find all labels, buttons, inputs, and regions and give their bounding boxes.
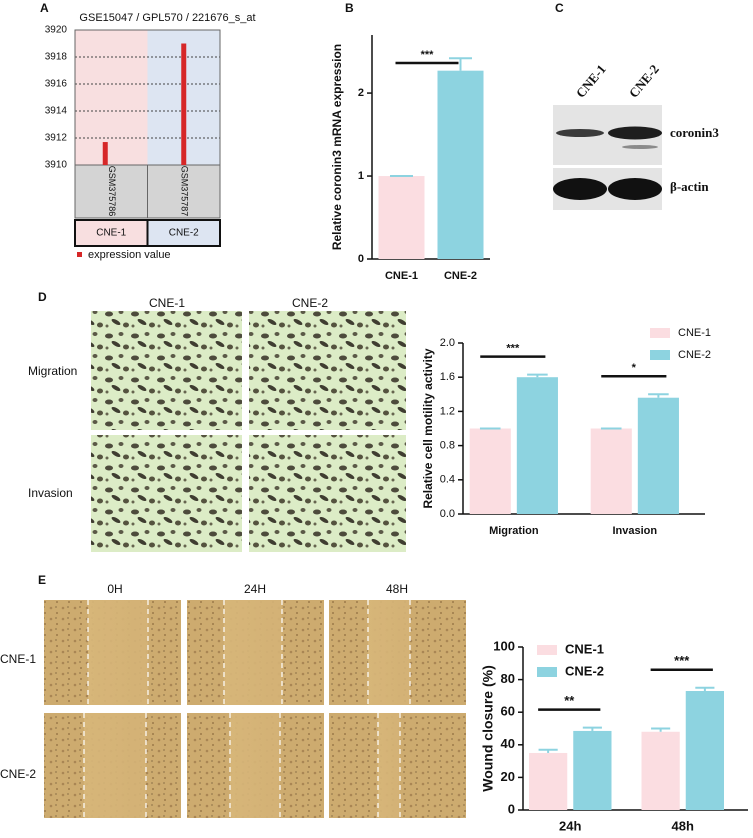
x-tick-label: GSM375786	[107, 166, 117, 217]
y-tick-label: 0	[508, 801, 515, 816]
group-background	[75, 30, 148, 165]
y-tick-label: 3910	[45, 160, 68, 171]
significance-label: ***	[674, 653, 690, 668]
y-tick-label: 60	[501, 704, 515, 719]
legend-swatch	[77, 252, 82, 257]
x-tick-label: Invasion	[613, 525, 658, 537]
lane-label: CNE-2	[626, 62, 662, 101]
legend-swatch	[650, 328, 670, 338]
bar	[637, 397, 679, 514]
micrograph	[249, 311, 406, 430]
significance-label: *	[632, 362, 637, 374]
bar	[685, 691, 724, 810]
x-tick-label: CNE-1	[385, 270, 418, 282]
bar	[437, 70, 484, 259]
column-label: 24H	[244, 582, 266, 596]
wound-gap	[378, 713, 400, 818]
wound-gap	[368, 600, 410, 705]
y-tick-label: 100	[493, 638, 515, 653]
legend-label: CNE-2	[565, 663, 604, 678]
significance-label: **	[564, 693, 575, 708]
bar	[590, 428, 632, 514]
column-label: 0H	[107, 582, 122, 596]
lane-label: CNE-1	[573, 62, 609, 101]
y-axis-label: Relative cell motility activity	[421, 348, 435, 508]
y-tick-label: 20	[501, 769, 515, 784]
y-tick-label: 0.4	[440, 474, 455, 486]
wound-gap	[230, 713, 280, 818]
significance-label: ***	[506, 343, 520, 355]
micrograph	[91, 435, 242, 552]
significance-label: ***	[421, 49, 435, 61]
y-tick-label: 80	[501, 671, 515, 686]
blot-band	[556, 129, 604, 137]
x-tick-label: Migration	[489, 525, 539, 537]
bar	[529, 752, 568, 810]
blot-band	[622, 145, 658, 149]
y-tick-label: 3912	[45, 133, 68, 144]
wound-gap	[224, 600, 282, 705]
legend-swatch	[537, 667, 557, 677]
bar	[181, 43, 187, 165]
y-tick-label: 3920	[45, 25, 68, 36]
y-tick-label: 0	[358, 253, 364, 265]
y-tick-label: 1	[358, 170, 364, 182]
column-label: CNE-2	[292, 296, 328, 310]
bar	[573, 730, 612, 810]
blot-band	[553, 178, 607, 200]
blot-band	[608, 178, 662, 200]
group-label: CNE-1	[96, 228, 126, 239]
column-label: CNE-1	[149, 296, 185, 310]
y-tick-label: 40	[501, 736, 515, 751]
bar	[516, 377, 558, 514]
y-tick-label: 0.8	[440, 440, 455, 452]
y-tick-label: 2.0	[440, 337, 455, 349]
legend-label: CNE-1	[678, 327, 711, 339]
x-tick-label: CNE-2	[444, 270, 477, 282]
legend-label: CNE-1	[565, 641, 604, 656]
legend-label: expression value	[88, 249, 171, 261]
wound-images	[44, 600, 466, 818]
wound-gap	[84, 713, 146, 818]
wound-gap	[88, 600, 148, 705]
y-tick-label: 1.2	[440, 405, 455, 417]
y-tick-label: 3914	[45, 106, 68, 117]
panel-letter: A	[40, 1, 49, 15]
y-axis-label: Wound closure (%)	[480, 665, 496, 792]
panel-letter: B	[345, 1, 354, 15]
row-label: CNE-1	[0, 652, 36, 666]
micrograph	[249, 435, 406, 552]
legend-swatch	[537, 645, 557, 655]
x-tick-label: 24h	[559, 818, 581, 833]
blot-band	[608, 126, 662, 140]
panel-letter: E	[38, 573, 46, 587]
band-label: coronin3	[670, 125, 719, 140]
y-tick-label: 1.6	[440, 371, 455, 383]
bar	[378, 176, 425, 259]
group-box	[146, 219, 221, 247]
bar	[102, 142, 108, 165]
y-tick-label: 2	[358, 87, 364, 99]
micrograph	[91, 311, 242, 430]
x-tick-label: 48h	[672, 818, 694, 833]
y-tick-label: 3916	[45, 79, 68, 90]
row-label: Migration	[28, 364, 77, 378]
bar	[641, 731, 680, 810]
y-tick-label: 0.0	[440, 508, 455, 520]
legend-label: CNE-2	[678, 349, 711, 361]
band-label: β-actin	[670, 179, 709, 194]
y-tick-label: 3918	[45, 52, 68, 63]
chart-title: GSE15047 / GPL570 / 221676_s_at	[79, 12, 255, 24]
panel-letter: D	[38, 290, 47, 304]
row-label: Invasion	[28, 486, 73, 500]
y-axis-label: Relative coronin3 mRNA expression	[330, 44, 344, 250]
panel-letter: C	[555, 1, 564, 15]
x-tick-label: GSM375787	[179, 166, 189, 217]
group-label: CNE-2	[169, 228, 199, 239]
column-label: 48H	[386, 582, 408, 596]
row-label: CNE-2	[0, 767, 36, 781]
legend-swatch	[650, 350, 670, 360]
bar	[469, 428, 511, 514]
